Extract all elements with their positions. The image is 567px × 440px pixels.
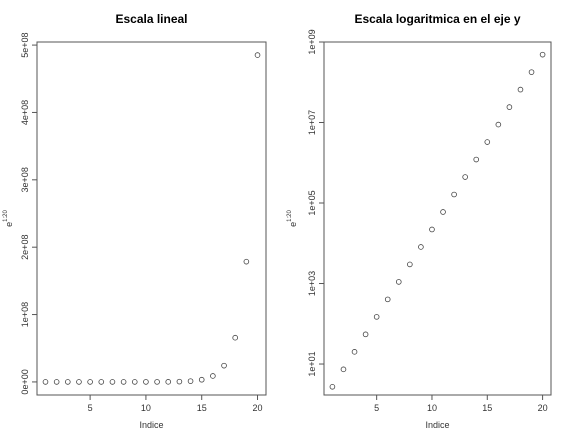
data-point (166, 379, 171, 384)
data-point (374, 314, 379, 319)
data-point (210, 374, 215, 379)
data-point (188, 379, 193, 384)
x-tick-label: 20 (253, 403, 263, 413)
data-point (540, 52, 545, 57)
data-point (441, 210, 446, 215)
y-tick-label: 1e+05 (307, 190, 317, 215)
data-point (99, 380, 104, 385)
y-tick-label: 5e+08 (20, 32, 30, 57)
x-tick-label: 10 (141, 403, 151, 413)
data-point (233, 335, 238, 340)
y-tick-label: 1e+08 (20, 302, 30, 327)
data-point (452, 192, 457, 197)
x-axis-label: Indice (139, 420, 163, 430)
data-point (363, 332, 368, 337)
y-tick-label: 2e+08 (20, 235, 30, 260)
data-point (485, 140, 490, 145)
y-tick-label: 0e+00 (20, 369, 30, 394)
data-point (77, 380, 82, 385)
data-point (88, 380, 93, 385)
log-scale-panel: Escala logaritmica en el eje y 5 10 15 20 1e+… (287, 12, 551, 430)
x-tick-label: 10 (427, 403, 437, 413)
chart-title: Escala lineal (115, 12, 187, 26)
y-axis-label: e1:20 (287, 209, 298, 226)
data-point (496, 122, 501, 127)
x-axis-label: Indice (425, 420, 449, 430)
plot-frame (324, 42, 551, 395)
x-tick-label: 5 (88, 403, 93, 413)
data-point (352, 349, 357, 354)
y-tick-label: 1e+07 (307, 110, 317, 135)
data-point (155, 379, 160, 384)
data-point (222, 363, 227, 368)
x-tick-label: 5 (374, 403, 379, 413)
data-point (199, 377, 204, 382)
data-point (54, 380, 59, 385)
y-axis-label-exponent: 1:20 (287, 209, 293, 221)
y-tick-label: 1e+01 (307, 351, 317, 376)
data-point (244, 259, 249, 264)
data-point (463, 175, 468, 180)
data-point (132, 380, 137, 385)
x-tick-label: 15 (482, 403, 492, 413)
y-axis-label-exponent: 1:20 (3, 209, 9, 221)
data-point (474, 157, 479, 162)
data-point (43, 380, 48, 385)
y-tick-label: 1e+03 (307, 271, 317, 296)
data-point (177, 379, 182, 384)
plot-frame (37, 42, 266, 395)
chart-title: Escala logaritmica en el eje y (354, 12, 520, 26)
linear-scale-panel: Escala lineal 5 10 15 20 0e+00 1e+08 2e+08 3e+08… (3, 12, 266, 430)
data-point (430, 227, 435, 232)
data-point (396, 280, 401, 285)
data-point (144, 380, 149, 385)
data-point (341, 367, 346, 372)
data-point (507, 105, 512, 110)
data-point (407, 262, 412, 267)
x-tick-label: 20 (538, 403, 548, 413)
data-point (518, 87, 523, 92)
data-point (121, 380, 126, 385)
x-tick-label: 15 (197, 403, 207, 413)
data-point (110, 380, 115, 385)
y-tick-label: 3e+08 (20, 167, 30, 192)
data-point (255, 53, 260, 58)
y-tick-label: 4e+08 (20, 100, 30, 125)
data-point (65, 380, 70, 385)
y-tick-label: 1e+09 (307, 29, 317, 54)
data-point (419, 245, 424, 250)
y-axis-label: e1:20 (3, 209, 14, 226)
data-point (385, 297, 390, 302)
data-point (529, 70, 534, 75)
data-point (330, 384, 335, 389)
